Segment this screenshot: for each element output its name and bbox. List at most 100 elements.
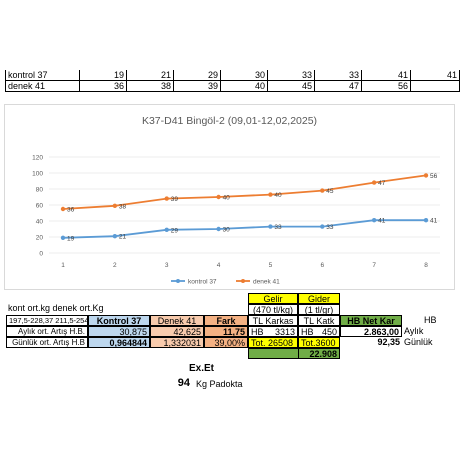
cell-value: 56 xyxy=(362,81,411,92)
data-label: 56 xyxy=(430,173,438,180)
gelir-header: Gelir xyxy=(248,293,298,304)
row1-denek: 42,625 xyxy=(150,326,204,337)
row1-unit: Aylık xyxy=(404,326,424,336)
row2-kontrol: 0,964844 xyxy=(88,337,150,348)
col-tl-karkas: TL Karkas xyxy=(248,315,298,326)
row1-kontrol: 30,875 xyxy=(88,326,150,337)
row2-tot1: Tot. 26508 xyxy=(248,337,298,348)
top-row-denek: denek 41 36 38 39 40 45 47 56 xyxy=(5,81,460,92)
y-tick-label: 0 xyxy=(39,251,43,258)
data-point xyxy=(60,235,66,240)
ex-et-unit: Kg Padokta xyxy=(196,379,243,389)
x-tick-label: 5 xyxy=(269,262,273,269)
cell-value: 41 xyxy=(362,70,411,81)
data-label: 38 xyxy=(119,203,127,210)
data-label: 39 xyxy=(171,196,179,203)
gider-header: Gider xyxy=(298,293,340,304)
data-label: 33 xyxy=(326,224,334,231)
y-tick-label: 100 xyxy=(32,171,43,178)
data-point xyxy=(268,192,273,197)
range-cell: 197,5-228,37 211,5-254,12 xyxy=(6,315,88,326)
col-hb-net-kar: HB Net Kar xyxy=(340,315,402,326)
cell-value xyxy=(411,81,460,92)
kar-value: 22.908 xyxy=(298,348,340,359)
ex-et-value: 94 xyxy=(177,377,190,389)
row1-katk-cell: HB 450 xyxy=(298,326,340,337)
data-point xyxy=(216,226,221,232)
col-fark: Fark xyxy=(204,315,248,326)
data-point xyxy=(320,224,325,229)
data-label: 47 xyxy=(378,180,386,187)
data-point xyxy=(216,194,221,200)
x-tick-label: 6 xyxy=(320,262,324,269)
data-label: 29 xyxy=(171,227,179,234)
data-label: 41 xyxy=(430,218,438,225)
data-point xyxy=(164,227,169,232)
data-point xyxy=(371,180,377,185)
row1-karkas: 3313 xyxy=(274,327,295,337)
cell-value: 45 xyxy=(268,81,315,92)
data-label: 36 xyxy=(67,207,75,214)
header-left: kont ort.kg denek ort.Kg xyxy=(8,303,104,313)
col-tl-katk: TL Katk xyxy=(298,315,340,326)
cell-value: 19 xyxy=(80,70,127,81)
data-point xyxy=(268,224,273,229)
data-point xyxy=(164,196,169,201)
series-line-denek xyxy=(62,174,427,210)
cell-value: 38 xyxy=(127,81,174,92)
cell-value: 47 xyxy=(315,81,362,92)
ex-et-label: Ex.Et xyxy=(189,363,215,374)
data-point xyxy=(423,173,429,178)
cell-value: 33 xyxy=(315,70,362,81)
cell-value: 39 xyxy=(174,81,221,92)
row-label: kontrol 37 xyxy=(5,70,80,81)
gider-unit: (1 tl/gr) xyxy=(298,304,340,315)
y-tick-label: 60 xyxy=(36,203,44,210)
row2-unit: Günlük xyxy=(404,337,433,347)
cell-value: 29 xyxy=(174,70,221,81)
row1-katk: 450 xyxy=(321,327,337,337)
col-kontrol: Kontrol 37 xyxy=(88,315,150,326)
legend-marker xyxy=(241,279,245,283)
x-tick-label: 7 xyxy=(372,262,376,269)
data-label: 19 xyxy=(67,235,75,242)
row1-hb1: HB xyxy=(251,327,264,337)
cell-value: 30 xyxy=(221,70,268,81)
x-tick-label: 3 xyxy=(165,262,169,269)
cell-value: 40 xyxy=(221,81,268,92)
data-label: 40 xyxy=(274,192,282,199)
data-label: 40 xyxy=(223,195,231,202)
line-chart: K37-D41 Bingöl-2 (09,01-12,02,2025) 0 20 4… xyxy=(4,104,455,290)
y-tick-label: 120 xyxy=(32,155,43,162)
data-label: 30 xyxy=(223,227,231,234)
row-label: denek 41 xyxy=(5,81,80,92)
data-label: 41 xyxy=(378,218,386,225)
data-label: 33 xyxy=(274,224,282,231)
row2-label: Günlük ort. Artış H.B xyxy=(6,337,88,348)
cell-value: 21 xyxy=(127,70,174,81)
x-tick-label: 8 xyxy=(424,262,428,269)
row2-fark: 39,00% xyxy=(204,337,248,348)
row2-tot2: Tot.3600 xyxy=(298,337,340,348)
top-row-kontrol: kontrol 37 19 21 29 30 33 33 41 41 xyxy=(5,70,460,81)
row1-fark: 11,75 xyxy=(204,326,248,337)
data-point xyxy=(112,203,118,208)
legend-label: denek 41 xyxy=(253,279,280,286)
y-tick-label: 40 xyxy=(36,219,44,226)
row1-net: 2.863,00 xyxy=(340,326,402,337)
data-point xyxy=(423,218,429,223)
row2-denek: 1,332031 xyxy=(150,337,204,348)
chart-title: K37-D41 Bingöl-2 (09,01-12,02,2025) xyxy=(141,115,318,127)
data-point xyxy=(371,218,377,223)
series-line-kontrol xyxy=(62,219,426,239)
x-tick-label: 2 xyxy=(113,262,117,269)
y-tick-label: 20 xyxy=(36,235,44,242)
legend-label: kontrol 37 xyxy=(188,279,217,286)
row2-net: 92,35 xyxy=(377,337,400,347)
row1-hb2: HB xyxy=(301,327,314,337)
gelir-unit: (470 tl/kg) xyxy=(248,304,298,315)
data-point xyxy=(320,188,325,193)
cell-value: 33 xyxy=(268,70,315,81)
data-point xyxy=(60,206,66,212)
